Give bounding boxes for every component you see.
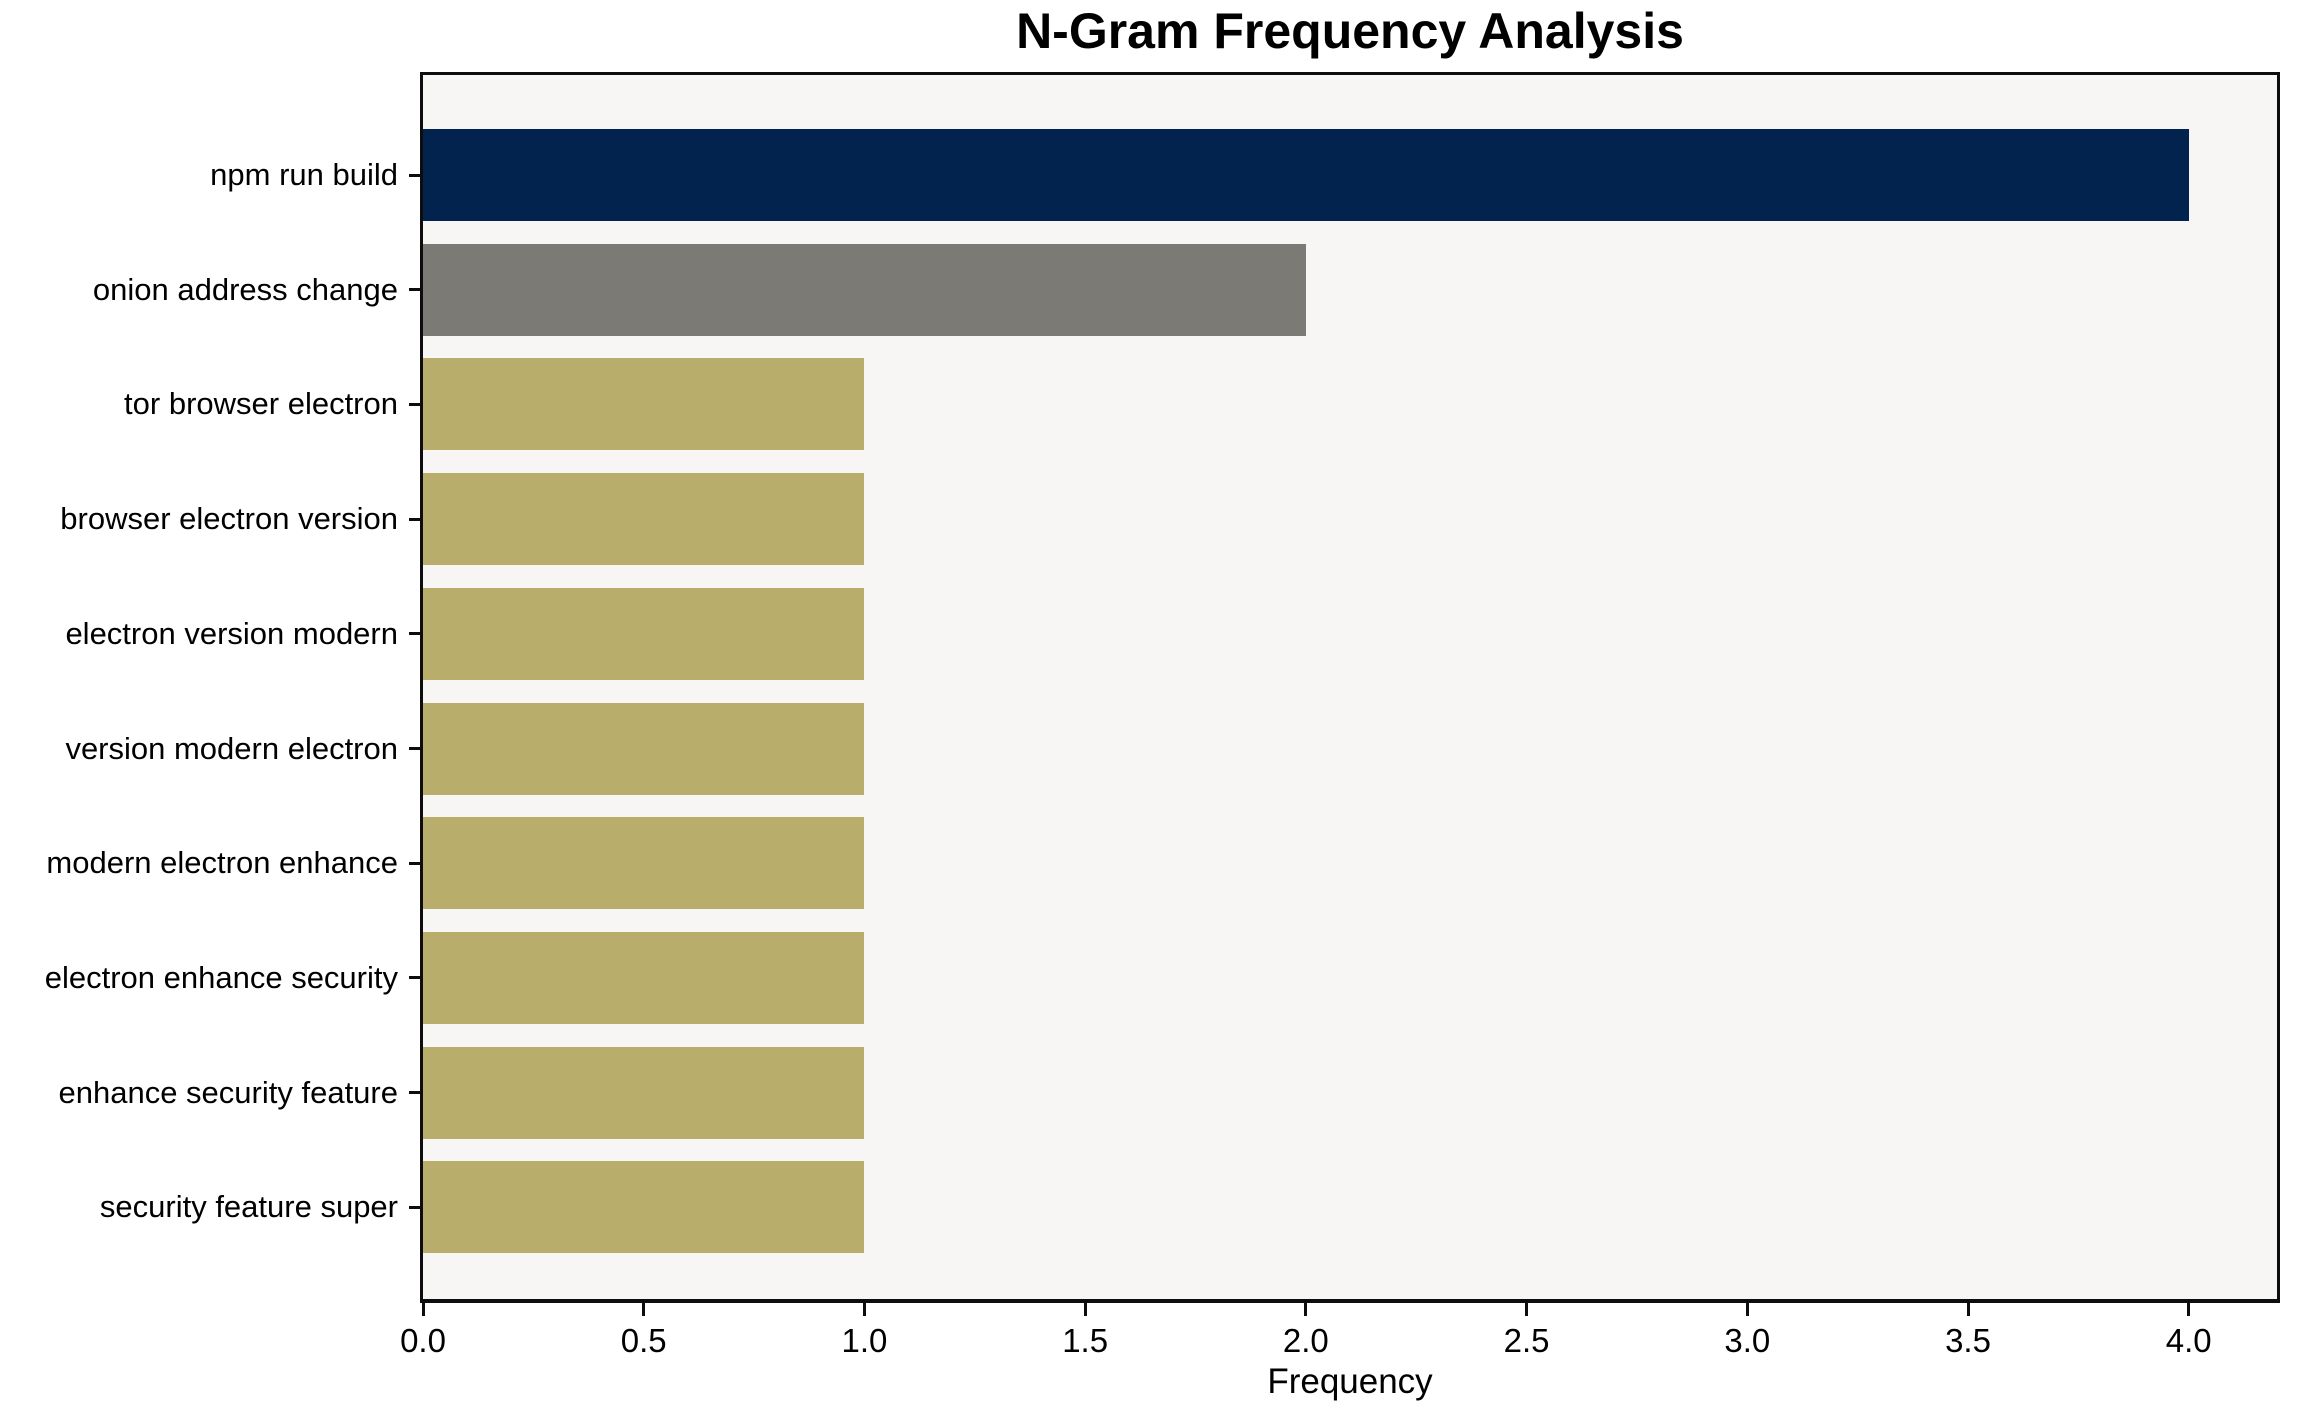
x-tick-label: 0.5: [620, 1322, 667, 1359]
x-tick-label: 2.5: [1503, 1322, 1550, 1359]
y-tick-label: tor browser electron: [124, 386, 398, 422]
bar: [423, 473, 865, 566]
y-tick-mark: [409, 1091, 420, 1095]
x-tick-label: 3.5: [1945, 1322, 1991, 1359]
x-axis-label: Frequency: [1267, 1362, 1433, 1401]
y-tick-label: browser electron version: [60, 501, 398, 537]
x-tick-label: 4.0: [2165, 1322, 2212, 1359]
x-tick-mark: [1745, 1303, 1749, 1316]
y-tick-label: onion address change: [92, 271, 398, 307]
bar: [423, 702, 865, 795]
bar: [423, 1161, 865, 1254]
x-tick-mark: [2187, 1303, 2191, 1316]
y-tick-mark: [409, 861, 420, 865]
y-tick-label: npm run build: [210, 157, 398, 192]
y-tick-mark: [409, 747, 420, 750]
y-tick-label: enhance security feature: [58, 1074, 399, 1110]
y-tick-mark: [409, 173, 420, 177]
y-tick-label: modern electron enhance: [46, 845, 398, 881]
x-tick-mark: [1083, 1303, 1087, 1316]
y-tick-label: version modern electron: [65, 730, 398, 766]
y-tick-mark: [409, 517, 420, 521]
x-tick-label: 0.0: [400, 1322, 446, 1359]
x-tick-mark: [642, 1303, 646, 1316]
x-tick-mark: [421, 1303, 425, 1316]
chart-title: N-Gram Frequency Analysis: [1016, 3, 1684, 59]
x-tick-label: 3.0: [1724, 1322, 1771, 1359]
x-tick-mark: [1304, 1303, 1308, 1316]
y-tick-mark: [409, 976, 420, 980]
x-tick-label: 1.5: [1062, 1322, 1109, 1359]
bar: [423, 817, 865, 910]
x-tick-mark: [1525, 1303, 1529, 1316]
y-tick-mark: [409, 402, 420, 406]
y-tick-label: electron enhance security: [44, 959, 398, 995]
x-tick-label: 1.0: [841, 1322, 888, 1359]
bar: [423, 243, 1306, 336]
y-tick-mark: [409, 1205, 420, 1209]
y-tick-label: electron version modern: [65, 615, 398, 651]
bar: [423, 931, 865, 1024]
x-tick-mark: [862, 1303, 866, 1316]
x-tick-label: 2.0: [1282, 1322, 1329, 1359]
bar: [423, 1046, 865, 1139]
bar: [423, 129, 2189, 221]
plot-area: [420, 72, 2280, 1303]
bar: [423, 587, 865, 680]
y-tick-mark: [409, 288, 420, 292]
x-tick-mark: [1966, 1303, 1970, 1316]
y-tick-label: security feature super: [99, 1189, 398, 1225]
bar: [423, 358, 865, 451]
y-tick-mark: [409, 632, 420, 636]
